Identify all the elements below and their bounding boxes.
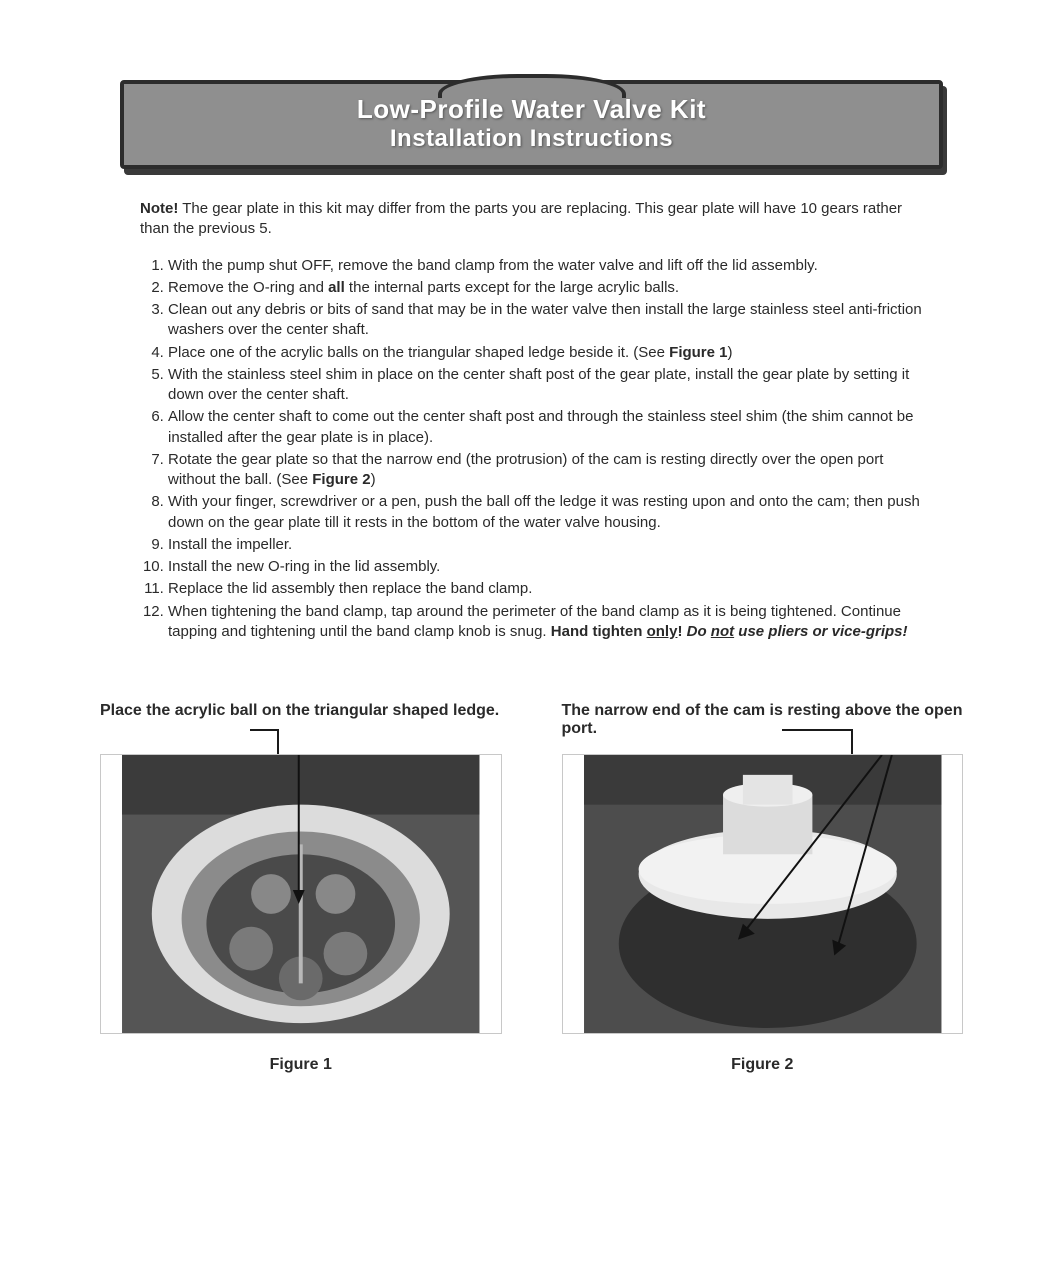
step: Replace the lid assembly then replace th… [168,579,923,599]
note-text: The gear plate in this kit may differ fr… [140,200,902,237]
figure-2-label: Figure 2 [562,1056,964,1074]
figure-2-placeholder-icon [563,755,963,1033]
figure-2-column: The narrow end of the cam is resting abo… [562,702,964,1074]
figure-2-image [562,754,964,1034]
figure-1-caption: Place the acrylic ball on the triangular… [100,702,502,746]
banner-line2: Installation Instructions [124,125,939,153]
caption-connector-icon [250,724,290,754]
step: Rotate the gear plate so that the narrow… [168,450,923,491]
step: Place one of the acrylic balls on the tr… [168,343,923,363]
figures-row: Place the acrylic ball on the triangular… [100,702,963,1074]
figure-1-image [100,754,502,1034]
step: Clean out any debris or bits of sand tha… [168,300,923,341]
figure-1-column: Place the acrylic ball on the triangular… [100,702,502,1074]
step: Install the impeller. [168,535,923,555]
step: Install the new O-ring in the lid assemb… [168,557,923,577]
step: Remove the O-ring and all the internal p… [168,278,923,298]
step: When tightening the band clamp, tap arou… [168,602,923,643]
document-page: Low-Profile Water Valve Kit Installation… [0,0,1063,1280]
title-banner: Low-Profile Water Valve Kit Installation… [120,80,943,169]
banner-line1: Low-Profile Water Valve Kit [124,94,939,125]
step: With your finger, screwdriver or a pen, … [168,492,923,533]
step: With the stainless steel shim in place o… [168,365,923,406]
step: Allow the center shaft to come out the c… [168,407,923,448]
note-label: Note! [140,200,178,217]
figure-1-label: Figure 1 [100,1056,502,1074]
figure-2-caption: The narrow end of the cam is resting abo… [562,702,964,746]
instruction-list: With the pump shut OFF, remove the band … [146,256,923,643]
banner-box: Low-Profile Water Valve Kit Installation… [120,80,943,169]
figure-1-placeholder-icon [101,755,501,1033]
body-content: Note! The gear plate in this kit may dif… [140,199,923,642]
step: With the pump shut OFF, remove the band … [168,256,923,276]
caption-connector-icon [782,724,862,754]
note-paragraph: Note! The gear plate in this kit may dif… [140,199,923,240]
